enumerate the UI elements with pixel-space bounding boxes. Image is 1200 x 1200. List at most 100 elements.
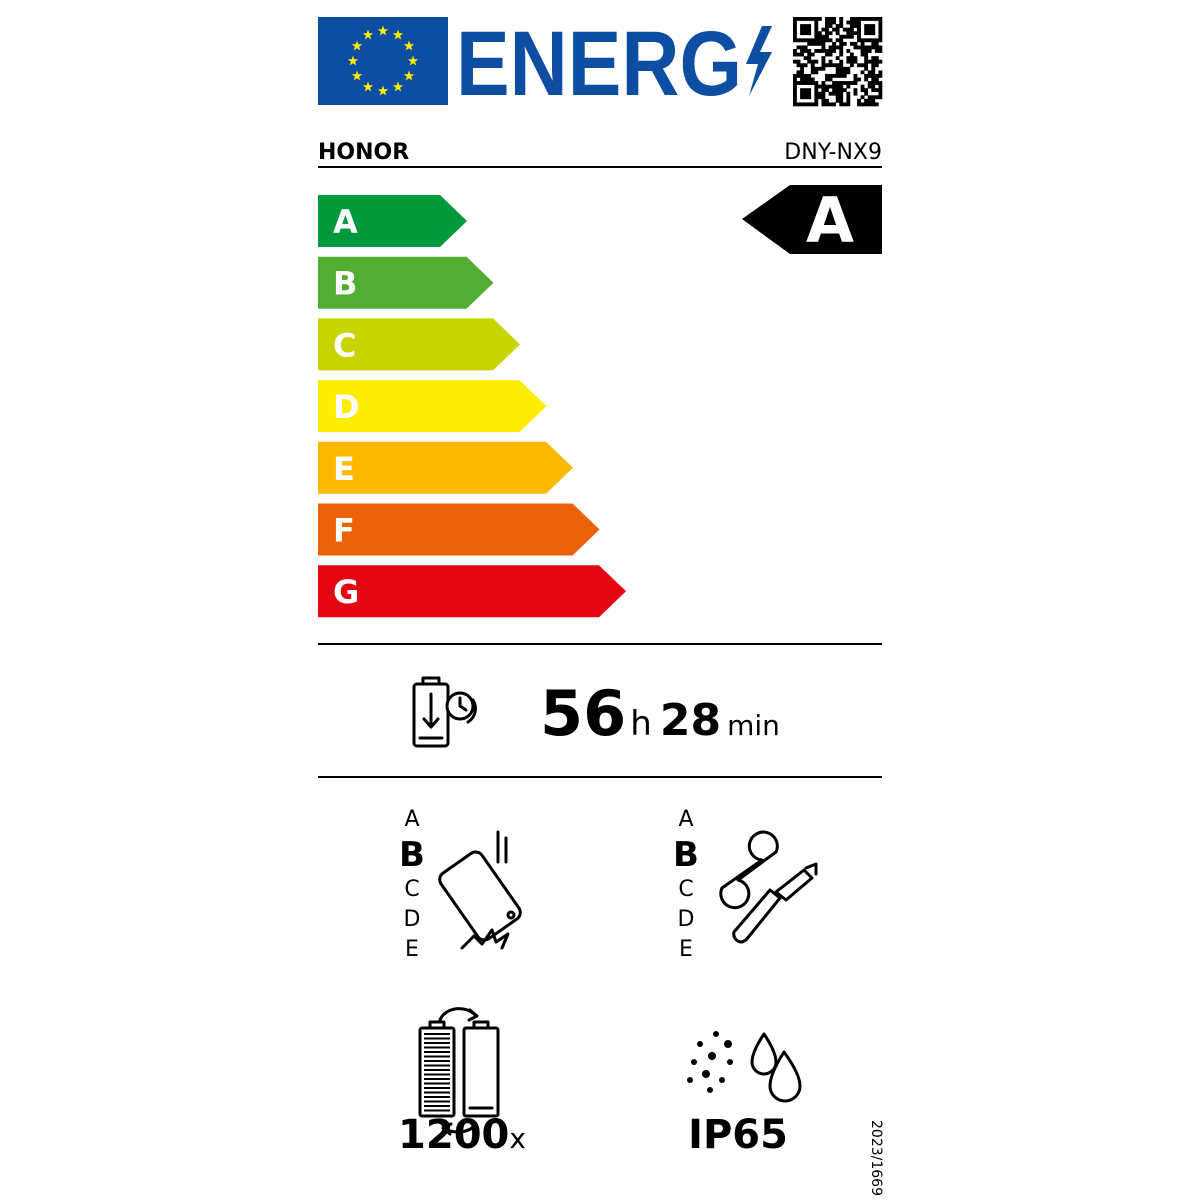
qr-module: [800, 38, 804, 43]
qr-module: [878, 91, 883, 96]
qr-module: [864, 88, 869, 93]
qr-module: [853, 31, 858, 36]
qr-module: [860, 45, 865, 50]
qr-module: [810, 59, 815, 64]
qr-module: [874, 81, 879, 85]
scale-arrow: [318, 318, 520, 371]
regulation: 2023/1669: [868, 1120, 884, 1196]
qr-module: [874, 45, 879, 50]
qr-module: [839, 34, 844, 39]
qr-module: [821, 56, 826, 61]
qr-module: [825, 98, 829, 103]
qr-module: [814, 31, 819, 36]
qr-module: [842, 66, 847, 71]
qr-module: [846, 81, 851, 85]
qr-module: [803, 77, 808, 82]
qr-module: [874, 17, 879, 21]
qr-module: [828, 45, 833, 50]
qr-module: [867, 73, 872, 78]
model: DNY-NX9: [784, 140, 882, 165]
qr-module: [796, 63, 801, 68]
qr-module: [864, 63, 869, 68]
qr-module: [864, 56, 869, 61]
qr-module: [871, 84, 876, 89]
qr-module: [864, 59, 869, 64]
qr-module: [828, 73, 833, 78]
qr-module: [793, 102, 797, 107]
qr-module: [867, 70, 872, 75]
qr-module: [874, 41, 879, 46]
qr-module: [793, 98, 797, 103]
qr-module: [800, 66, 804, 71]
qr-module: [853, 88, 858, 93]
qr-module: [832, 27, 837, 32]
qr-module: [842, 41, 847, 46]
qr-module: [800, 81, 804, 85]
qr-module: [846, 27, 851, 32]
qr-module: [839, 84, 844, 89]
qr-module: [839, 66, 844, 71]
qr-module: [867, 38, 872, 43]
qr-module: [846, 31, 851, 36]
qr-module: [817, 31, 822, 36]
qr-module: [871, 70, 876, 75]
qr-module: [796, 73, 801, 78]
qr-module: [803, 91, 808, 96]
qr-module: [839, 88, 844, 93]
qr-module: [828, 84, 833, 89]
class-letter: B: [673, 835, 699, 875]
qr-module: [871, 27, 876, 32]
qr-module: [849, 27, 854, 32]
qr-module: [871, 73, 876, 78]
qr-module: [814, 41, 819, 46]
qr-module: [828, 77, 833, 82]
qr-module: [800, 24, 804, 28]
qr-module: [835, 27, 840, 32]
qr-module: [814, 49, 819, 53]
qr-module: [807, 73, 812, 78]
qr-module: [814, 66, 819, 71]
drop-icon: [438, 830, 522, 950]
qr-module: [793, 49, 797, 53]
qr-module: [835, 81, 840, 85]
qr-module: [832, 63, 837, 68]
qr-module: [796, 70, 801, 75]
class-letter: A: [404, 807, 419, 832]
qr-module: [874, 88, 879, 93]
qr-module: [832, 81, 837, 85]
qr-module: [793, 34, 797, 39]
qr-module: [839, 20, 844, 25]
qr-module: [821, 84, 826, 89]
qr-module: [803, 63, 808, 68]
qr-module: [839, 52, 844, 57]
battery-cycles-icon: [418, 1007, 500, 1136]
qr-module: [807, 91, 812, 96]
qr-module: [853, 56, 858, 61]
qr-module: [807, 56, 812, 61]
battery-endurance-icon: [412, 676, 477, 748]
scale-letter: A: [333, 203, 358, 241]
qr-module: [810, 81, 815, 85]
qr-module: [803, 49, 808, 53]
qr-module: [849, 81, 854, 85]
scale-arrow: [318, 380, 547, 433]
qr-module: [835, 56, 840, 61]
qr-module: [828, 52, 833, 57]
scale-letter: F: [333, 512, 355, 550]
eu-stars: [347, 25, 419, 96]
qr-module: [871, 31, 876, 36]
qr-module: [867, 84, 872, 89]
star: [403, 40, 415, 51]
qr-module: [832, 84, 837, 89]
qr-module: [878, 34, 883, 39]
qr-module: [857, 102, 861, 107]
qr-module: [803, 27, 808, 32]
qr-module: [810, 52, 815, 57]
qr-module: [800, 49, 804, 53]
qr-module: [817, 91, 822, 96]
qr-module: [860, 95, 865, 100]
qr-module: [807, 17, 812, 21]
qr-module: [825, 24, 829, 28]
qr-module: [803, 73, 808, 78]
